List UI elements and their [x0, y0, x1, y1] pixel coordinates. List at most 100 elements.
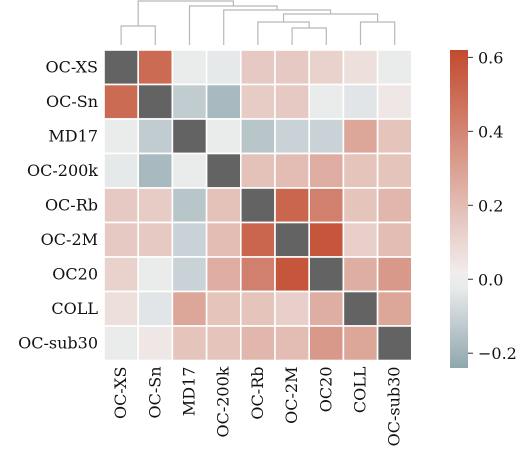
column-label: OC-2M [282, 367, 301, 424]
heatmap-cell [240, 187, 276, 224]
heatmap-cell [137, 118, 174, 155]
heatmap-cell [308, 118, 345, 155]
colorbar: 0.6 0.4 0.2 0.0 −0.2 [450, 48, 517, 368]
row-label: COLL [51, 299, 98, 318]
column-label: OC-Sn [145, 367, 164, 419]
heatmap-cell [342, 221, 379, 258]
row-label: OC-XS [45, 57, 98, 76]
column-dendrogram [120, 0, 396, 45]
heatmap-cell [171, 256, 208, 293]
heatmap-cell [103, 221, 140, 258]
heatmap-cell [274, 256, 311, 293]
column-label: MD17 [180, 367, 199, 417]
row-label: OC-Rb [45, 195, 98, 214]
heatmap-cell [376, 118, 413, 155]
heatmap-cell [308, 187, 345, 224]
dendrogram-link [359, 21, 396, 45]
heatmap-cell [342, 118, 379, 155]
heatmap-cell [171, 187, 208, 224]
heatmap-cell [137, 187, 174, 224]
colorbar-tick-label: 0.2 [478, 196, 503, 215]
row-label: OC-Sn [46, 92, 98, 111]
heatmap-cell [103, 152, 140, 189]
heatmap-cell [240, 325, 276, 362]
heatmap-cell [240, 83, 276, 120]
heatmap-cell [308, 221, 345, 258]
heatmap-cell [240, 256, 276, 293]
heatmap-cell [137, 256, 174, 293]
colorbar-tick-label: 0.0 [478, 270, 503, 289]
heatmap-cell [342, 290, 379, 327]
heatmap-cell [274, 118, 311, 155]
heatmap-cell [205, 325, 242, 362]
dendrogram-link [120, 25, 156, 45]
heatmap-cell [274, 290, 311, 327]
heatmap-cell [137, 325, 174, 362]
heatmap-cell [240, 290, 276, 327]
heatmap-cell [274, 152, 311, 189]
heatmap-cell [308, 152, 345, 189]
heatmap-cell [376, 49, 413, 86]
heatmap-cell [240, 221, 276, 258]
colorbar-bar [450, 50, 468, 368]
heatmap-cell [205, 256, 242, 293]
heatmap-cell [205, 83, 242, 120]
heatmap-cell [274, 187, 311, 224]
heatmap-cell [103, 118, 140, 155]
heatmap-cell [205, 290, 242, 327]
column-label: OC-Rb [248, 367, 267, 420]
heatmap-cell [308, 256, 345, 293]
row-label: OC-sub30 [18, 333, 98, 352]
heatmap-cell [308, 290, 345, 327]
heatmap-cell [240, 152, 276, 189]
row-label: OC20 [52, 264, 98, 283]
heatmap-cell [171, 221, 208, 258]
heatmap-cell [308, 49, 345, 86]
heatmap-cell [103, 83, 140, 120]
heatmap-cell [171, 152, 208, 189]
heatmap-cell [205, 221, 242, 258]
heatmap-cell [342, 256, 379, 293]
heatmap-cell [308, 325, 345, 362]
heatmap-cell [376, 83, 413, 120]
heatmap-cell [205, 152, 242, 189]
row-label: OC-2M [41, 230, 98, 249]
heatmap-cell [137, 83, 174, 120]
heatmap-cell [342, 83, 379, 120]
heatmap-cell [342, 49, 379, 86]
row-label: MD17 [48, 126, 98, 145]
heatmap-cell [240, 118, 276, 155]
heatmap-cell [240, 49, 276, 86]
column-labels: OC-XS OC-Sn MD17 OC-200k OC-Rb OC-2M OC20 COLL O… [111, 366, 404, 446]
heatmap-cell [137, 49, 174, 86]
colorbar-tick-label: 0.6 [478, 48, 503, 67]
row-labels: OC-XS OC-Sn MD17 OC-200k OC-Rb OC-2M OC20 COLL O… [18, 57, 98, 352]
heatmap-cell [171, 49, 208, 86]
heatmap-cell [171, 290, 208, 327]
dendrogram-link [291, 27, 327, 45]
heatmap-cell [342, 152, 379, 189]
heatmap-cell [103, 256, 140, 293]
heatmap-cell [103, 290, 140, 327]
heatmap-cell [308, 83, 345, 120]
heatmap-cell [137, 221, 174, 258]
heatmap-cell [342, 325, 379, 362]
heatmap-cell [205, 118, 242, 155]
heatmap-cell [171, 118, 208, 155]
heatmap-cells [103, 49, 413, 362]
dendrogram-link [137, 0, 234, 26]
heatmap-cell [274, 83, 311, 120]
heatmap-cell [376, 325, 413, 362]
column-label: OC-200k [214, 366, 233, 437]
colorbar-tick-label: 0.4 [478, 122, 503, 141]
dendrogram-link [188, 5, 278, 45]
heatmap-cell [103, 187, 140, 224]
dendrogram-link [257, 21, 310, 45]
column-label: OC-XS [111, 367, 130, 420]
heatmap-cell [274, 221, 311, 258]
heatmap-cell [171, 83, 208, 120]
heatmap-cell [205, 187, 242, 224]
heatmap-cell [376, 187, 413, 224]
column-label: COLL [351, 366, 370, 413]
